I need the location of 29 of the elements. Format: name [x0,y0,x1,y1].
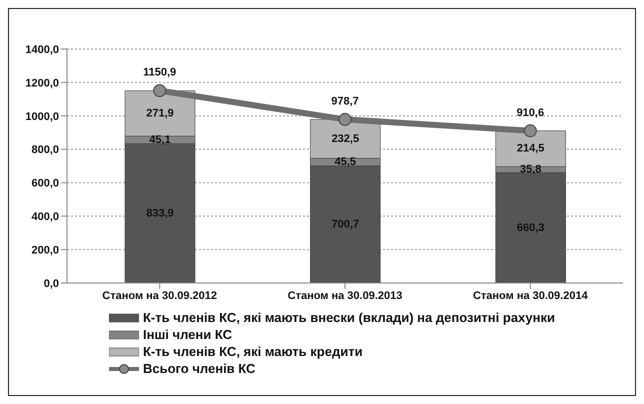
legend-label: Всього членів КС [143,360,256,377]
data-label: 700,7 [332,218,360,230]
x-tick-label: Станом на 30.09.2012 [102,290,218,302]
data-label: 214,5 [516,142,544,155]
point [524,124,537,138]
y-tick-label: 0,0 [44,278,59,290]
data-label: 660,3 [516,222,544,234]
legend-label: Інші члени КС [143,326,232,343]
data-label: 232,5 [332,132,360,145]
data-label: 833,9 [146,207,174,220]
data-label: 45,5 [334,156,356,168]
point [338,112,352,126]
data-label: 45,1 [149,134,171,146]
y-tick-label: 800,0 [31,144,59,156]
y-tick-label: 200,0 [31,244,59,256]
data-label: 910,6 [516,106,544,119]
y-tick-label: 1200,0 [25,77,59,90]
y-tick-label: 400,0 [31,211,59,224]
point [153,84,166,98]
x-tick-label: Станом на 30.09.2013 [288,290,402,302]
x-tick-label: Станом на 30.09.2014 [472,290,589,302]
y-tick-label: 1000,0 [25,110,59,123]
legend-label: К-ть членів КС, які мають кредити [143,343,363,360]
y-tick-label: 600,0 [31,178,59,190]
data-label: 271,9 [146,107,174,120]
legend-label: К-ть членів КС, які мають внески (вклади) на депозитні рахунки [143,309,556,326]
y-tick-label: 1400,0 [25,44,59,56]
data-label: 1150,9 [143,66,176,79]
data-label: 978,7 [331,95,359,108]
